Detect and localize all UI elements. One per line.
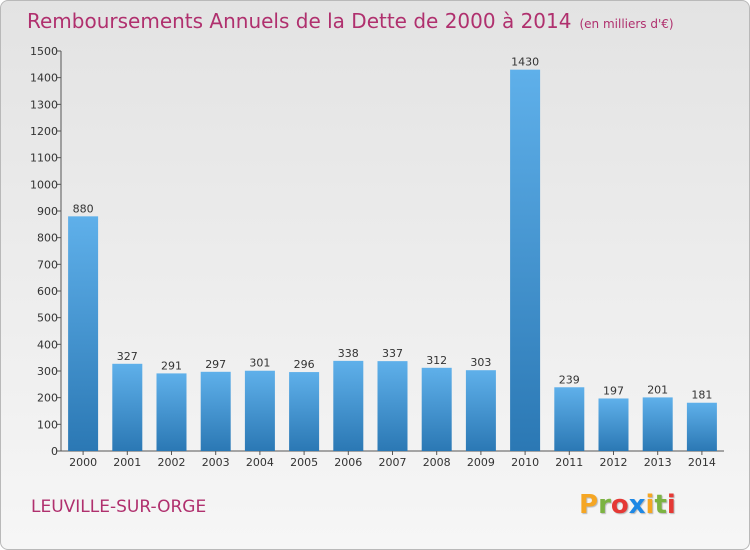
x-tick-label: 2000 — [69, 456, 97, 469]
x-tick-label: 2011 — [555, 456, 583, 469]
y-tick-label: 300 — [37, 365, 58, 378]
x-tick-label: 2013 — [644, 456, 672, 469]
logo-letter: i — [645, 490, 655, 520]
bar-value-label: 880 — [73, 202, 94, 215]
y-tick-label: 1000 — [30, 178, 58, 191]
bar-value-label: 327 — [117, 350, 138, 363]
logo-letter: P — [579, 490, 599, 520]
bar-2007 — [377, 361, 408, 451]
logo-letter: r — [598, 490, 611, 520]
bar-2014 — [686, 402, 717, 451]
bar-value-label: 312 — [426, 354, 447, 367]
chart-unit: (en milliers d'€) — [579, 17, 674, 31]
proxiti-logo: Proxiti — [579, 490, 676, 520]
chart-labels: 2000 880 2001 327 2002 291 2003 297 2004 301 2005 2… — [69, 56, 716, 469]
x-tick-label: 2014 — [688, 456, 716, 469]
y-tick-label: 400 — [37, 338, 58, 351]
bar-value-label: 297 — [205, 358, 226, 371]
x-tick-label: 2005 — [290, 456, 318, 469]
y-tick-label: 200 — [37, 392, 58, 405]
bar-value-label: 337 — [382, 347, 403, 360]
bar-2003 — [200, 371, 231, 451]
chart-axes: 0 100 200 300 400 500 600 700 800 900 1000 1100 1200… — [30, 45, 724, 458]
y-tick-label: 1300 — [30, 98, 58, 111]
logo-letter: i — [666, 490, 676, 520]
bar-2009 — [465, 370, 496, 451]
x-tick-label: 2012 — [600, 456, 628, 469]
logo-letter: o — [610, 490, 629, 520]
y-tick-label: 800 — [37, 232, 58, 245]
x-tick-label: 2002 — [158, 456, 186, 469]
x-tick-label: 2008 — [423, 456, 451, 469]
bar-2010 — [510, 69, 541, 452]
bar-2011 — [554, 387, 585, 451]
bar-2005 — [289, 372, 320, 451]
bar-value-label: 197 — [603, 384, 624, 397]
bar-value-label: 296 — [294, 358, 315, 371]
x-tick-label: 2006 — [334, 456, 362, 469]
x-tick-label: 2001 — [113, 456, 141, 469]
bar-value-label: 1430 — [511, 56, 539, 69]
bar-2001 — [112, 363, 143, 451]
bar-2006 — [333, 360, 364, 451]
bar-value-label: 181 — [691, 389, 712, 402]
bar-value-label: 201 — [647, 383, 668, 396]
bar-value-label: 291 — [161, 359, 182, 372]
x-tick-label: 2010 — [511, 456, 539, 469]
x-tick-label: 2004 — [246, 456, 274, 469]
logo-letter: t — [654, 490, 667, 520]
bar-2004 — [244, 370, 275, 451]
bar-value-label: 303 — [470, 356, 491, 369]
x-tick-label: 2009 — [467, 456, 495, 469]
chart-title-text: Remboursements Annuels de la Dette de 20… — [27, 9, 572, 33]
y-tick-label: 900 — [37, 205, 58, 218]
y-tick-label: 1200 — [30, 125, 58, 138]
y-tick-label: 100 — [37, 418, 58, 431]
bar-2008 — [421, 367, 452, 451]
y-tick-label: 1100 — [30, 152, 58, 165]
bar-2000 — [68, 216, 99, 451]
chart-title: Remboursements Annuels de la Dette de 20… — [27, 9, 674, 33]
bar-value-label: 239 — [559, 373, 580, 386]
y-tick-label: 500 — [37, 312, 58, 325]
bar-value-label: 301 — [249, 357, 270, 370]
bar-2013 — [642, 397, 673, 451]
y-tick-label: 700 — [37, 258, 58, 271]
y-tick-label: 1500 — [30, 45, 58, 58]
chart-bars — [68, 69, 717, 452]
logo-letter: x — [628, 490, 646, 520]
y-tick-label: 0 — [51, 445, 58, 458]
x-tick-label: 2003 — [202, 456, 230, 469]
y-tick-label: 1400 — [30, 72, 58, 85]
y-tick-label: 600 — [37, 285, 58, 298]
bar-value-label: 338 — [338, 347, 359, 360]
commune-name: LEUVILLE-SUR-ORGE — [31, 497, 207, 517]
bar-2002 — [156, 373, 187, 451]
bar-2012 — [598, 398, 629, 451]
x-tick-label: 2007 — [379, 456, 407, 469]
